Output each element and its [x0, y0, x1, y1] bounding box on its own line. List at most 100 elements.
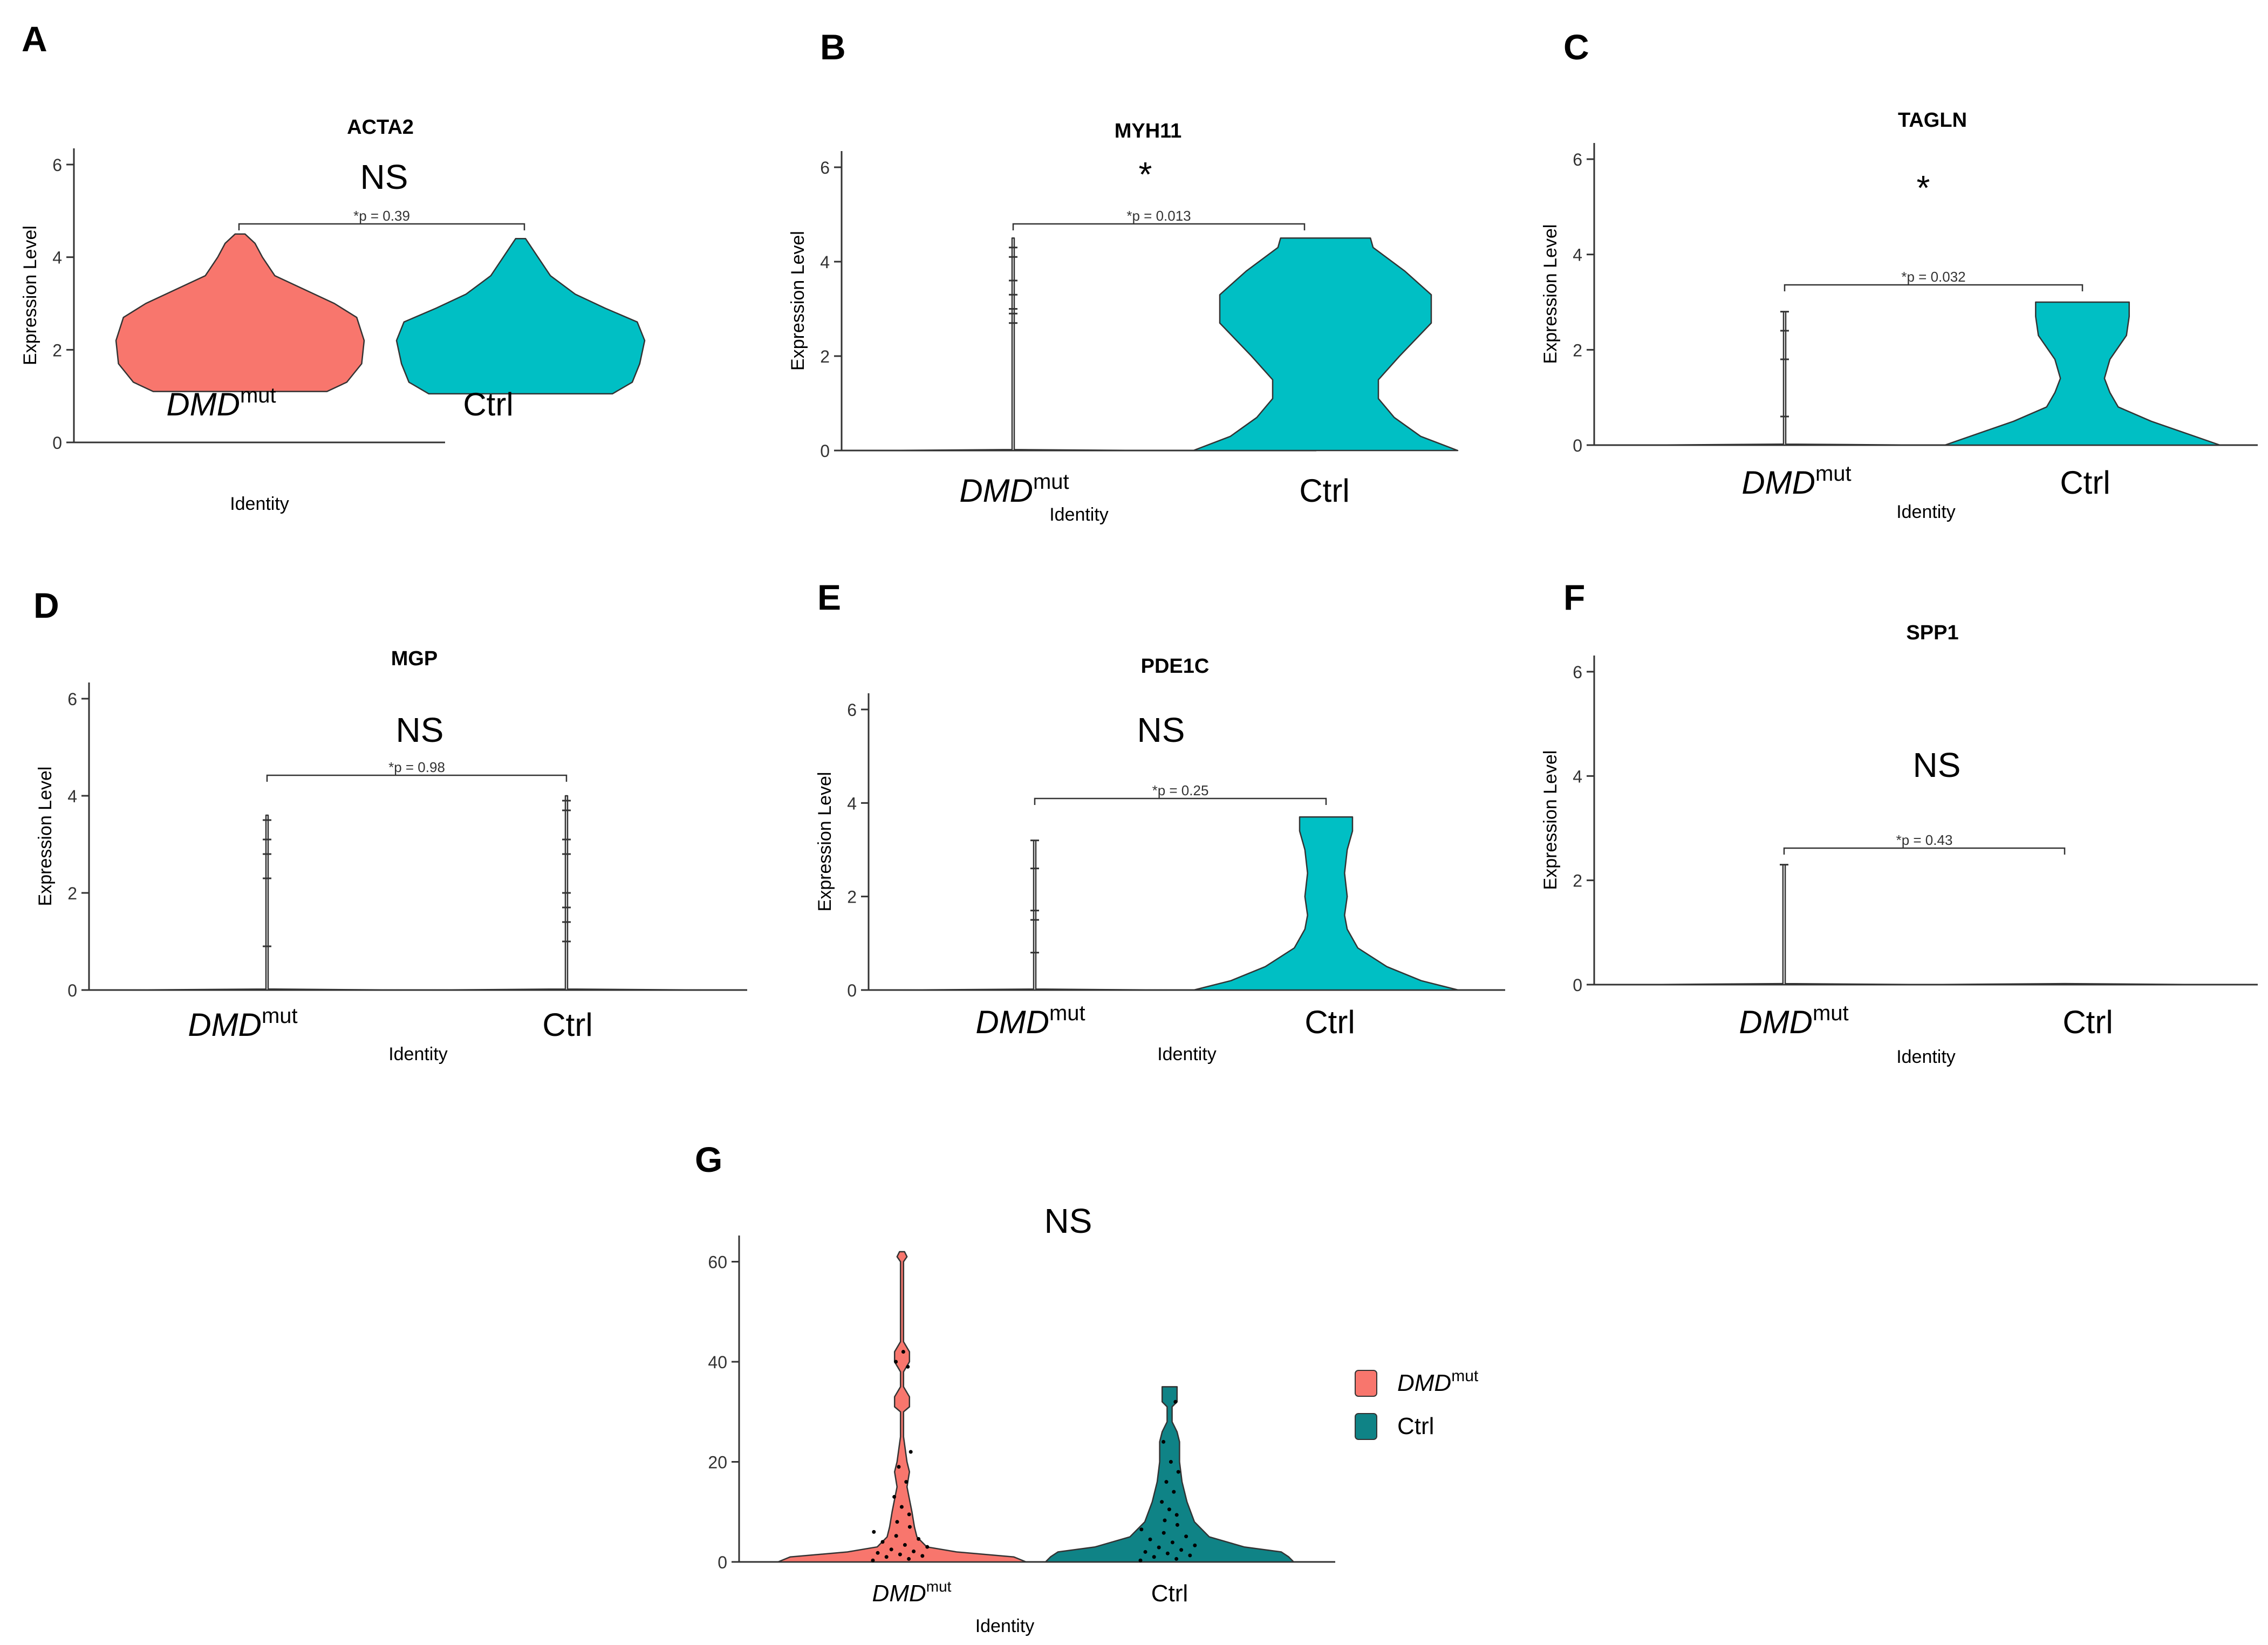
x-axis-label: Identity [1896, 1047, 1956, 1067]
x-tick-label: Ctrl [1304, 1004, 1355, 1040]
x-tick-label: DMDmut [188, 1004, 297, 1043]
significance-label: NS [1137, 711, 1185, 749]
y-tick-label: 0 [1573, 436, 1582, 455]
data-point [1175, 1523, 1179, 1527]
y-tick-label: 20 [708, 1453, 727, 1472]
data-point [889, 1547, 893, 1552]
data-point [903, 1542, 907, 1547]
y-axis-label: Expression Level [20, 226, 40, 365]
data-point [1164, 1480, 1169, 1484]
x-tick-label: DMDmut [166, 384, 276, 422]
y-tick-label: 0 [67, 981, 77, 1000]
y-tick-label: 4 [1573, 767, 1582, 786]
data-point [917, 1537, 921, 1541]
violin-dmdmut [131, 814, 403, 991]
x-axis-label: Identity [975, 1616, 1035, 1636]
panel-a: A ACTA2 0 2 4 6 Expression Level NS *p = 0.39 DMD… [20, 19, 646, 514]
x-axis-label: Identity [388, 1044, 448, 1064]
significance-label: NS [396, 711, 444, 749]
significance-bracket [1783, 847, 2066, 855]
y-tick-label: 6 [1573, 150, 1582, 169]
data-point [1169, 1460, 1173, 1464]
x-tick-label: Ctrl [2062, 1004, 2113, 1040]
data-point [894, 1360, 898, 1364]
significance-label: NS [360, 158, 408, 196]
x-tick-label: Ctrl [2060, 465, 2110, 501]
data-point [1152, 1555, 1156, 1559]
x-tick-main: Ctrl [2060, 465, 2110, 501]
x-tick-label: DMDmut [872, 1578, 952, 1607]
data-point [1139, 1527, 1144, 1532]
x-tick-label: DMDmut [1741, 462, 1851, 501]
panel-label: B [820, 27, 846, 67]
x-axis-label: Identity [230, 494, 289, 514]
data-point [1193, 1543, 1197, 1547]
y-axis-label: Expression Level [1540, 750, 1561, 890]
data-point [1188, 1553, 1192, 1558]
x-tick-main: Ctrl [1304, 1004, 1355, 1040]
legend-label-sup: mut [1451, 1367, 1479, 1385]
x-tick-sup: mut [1033, 470, 1069, 494]
x-tick-label: DMDmut [975, 1001, 1085, 1040]
data-point [1172, 1490, 1176, 1494]
x-tick-main: DMD [188, 1007, 262, 1043]
significance-bracket [1034, 797, 1327, 805]
legend-label-main: Ctrl [1397, 1413, 1434, 1439]
x-tick-label: Ctrl [542, 1007, 592, 1043]
panel-label: C [1563, 27, 1589, 67]
violin-ctrl [1923, 982, 2206, 986]
data-point [880, 1540, 885, 1544]
data-point [1179, 1548, 1184, 1552]
significance-label: * [1139, 155, 1152, 194]
panel-label: G [695, 1139, 722, 1179]
y-tick-label: 4 [67, 787, 77, 806]
x-axis-label: Identity [1896, 502, 1956, 522]
y-tick-label: 2 [1573, 871, 1582, 891]
data-point [871, 1558, 875, 1562]
x-tick-sup: mut [240, 384, 276, 407]
legend-swatch [1355, 1370, 1377, 1397]
y-tick-label: 6 [1573, 663, 1582, 682]
chart-title: MYH11 [1115, 120, 1182, 142]
p-value-label: *p = 0.032 [1901, 269, 1965, 285]
data-point [1167, 1507, 1171, 1512]
data-point [1165, 1551, 1170, 1555]
panel-f: F SPP1 0 2 4 6 Expression Level NS *p = 0.43 DMDm… [1540, 577, 2258, 1067]
violin-dmdmut [1646, 311, 1923, 446]
x-tick-main: Ctrl [1151, 1580, 1188, 1607]
y-tick-label: 0 [1573, 975, 1582, 995]
panel-label: F [1563, 577, 1585, 617]
y-tick-label: 4 [820, 252, 830, 272]
panel-label: A [22, 19, 47, 59]
y-axis-label: Expression Level [1540, 224, 1561, 364]
y-axis-label: Expression Level [35, 767, 56, 906]
data-point [899, 1505, 904, 1509]
significance-bracket [238, 223, 525, 230]
violin-ctrl [1044, 1386, 1295, 1563]
panel-g: G 0 20 40 60 NS DMDmut Ctrl Identity [695, 1139, 1335, 1636]
data-point [901, 1349, 905, 1354]
data-point [895, 1520, 899, 1524]
p-value-label: *p = 0.98 [388, 759, 445, 775]
significance-bracket [1784, 284, 2083, 291]
data-point [908, 1450, 913, 1454]
x-axis-label: Identity [1157, 1044, 1217, 1064]
data-point [1184, 1534, 1188, 1539]
panel-label: E [817, 577, 841, 617]
legend-label-main: DMD [1397, 1370, 1451, 1396]
violin-dmdmut [1643, 864, 1925, 986]
significance-bracket [266, 774, 568, 782]
data-point [1157, 1545, 1161, 1550]
violin-dmdmut [901, 839, 1168, 991]
x-tick-sup: mut [1813, 1001, 1849, 1025]
x-tick-sup: mut [1049, 1001, 1085, 1025]
x-tick-label: DMDmut [1739, 1001, 1848, 1040]
chart-title: SPP1 [1906, 622, 1958, 644]
x-tick-main: DMD [959, 473, 1033, 509]
significance-bracket [1012, 223, 1306, 230]
x-tick-main: Ctrl [1299, 473, 1349, 509]
data-point [904, 1480, 908, 1484]
x-tick-sup: mut [926, 1578, 952, 1595]
violin-ctrl [1192, 237, 1459, 452]
x-tick-label: Ctrl [1299, 473, 1349, 509]
